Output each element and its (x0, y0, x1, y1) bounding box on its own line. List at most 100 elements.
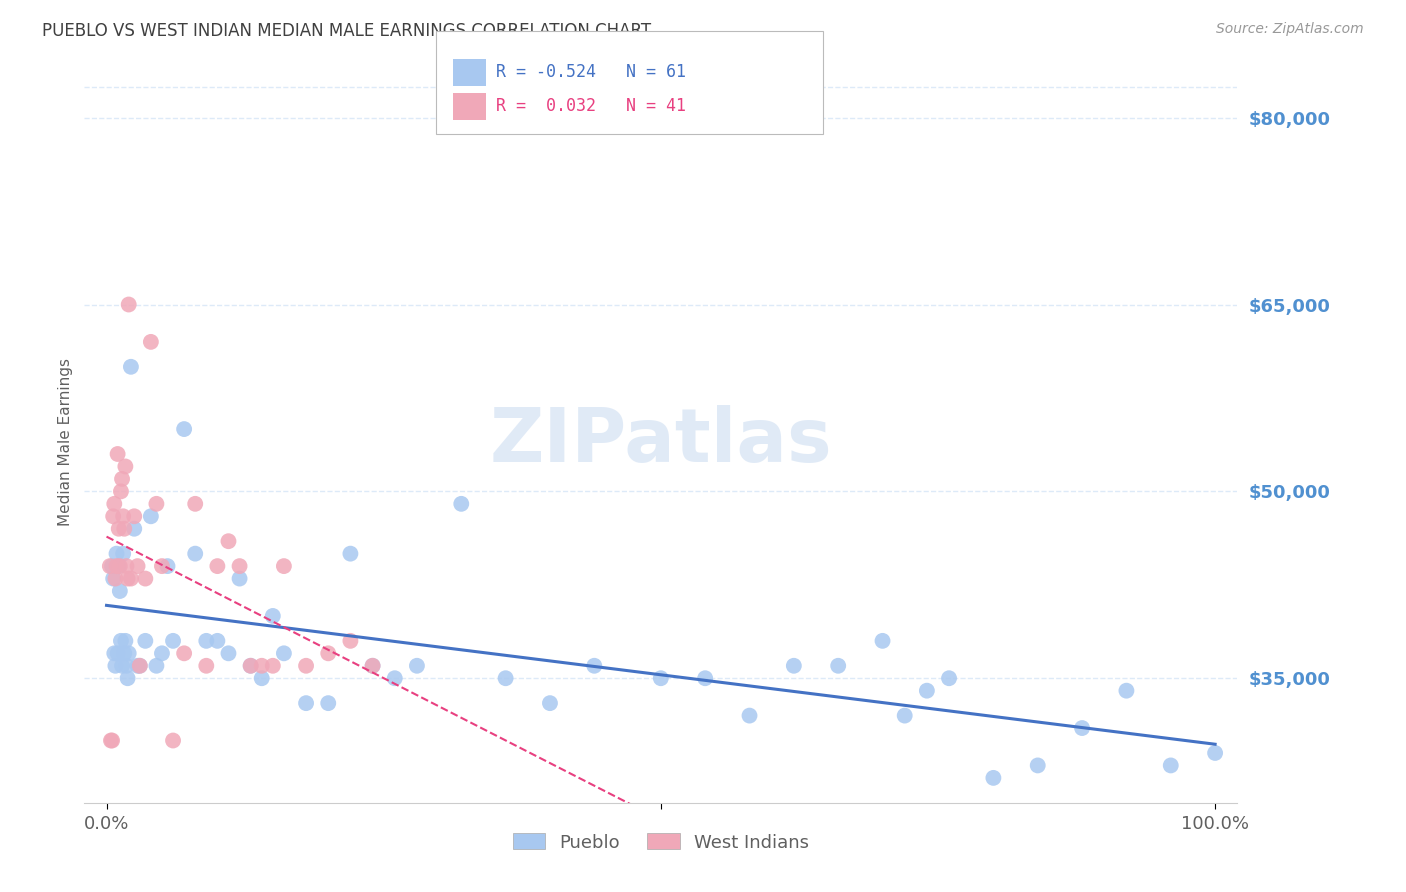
Point (184, 497, 207, 511)
Point (207, 559, 229, 574)
Point (101, 559, 124, 574)
Point (239, 658, 262, 673)
Point (122, 522, 145, 536)
Point (112, 646, 135, 660)
Point (316, 696, 339, 710)
Point (134, 572, 156, 586)
Point (250, 658, 273, 673)
Point (339, 547, 361, 561)
Point (145, 497, 167, 511)
Point (915, 683, 938, 698)
Point (114, 459, 136, 474)
Point (108, 584, 131, 599)
Point (262, 609, 284, 624)
Point (262, 658, 284, 673)
Point (120, 572, 142, 586)
Point (150, 646, 173, 660)
Point (103, 572, 124, 586)
Point (111, 472, 134, 486)
Point (128, 658, 150, 673)
Point (228, 559, 250, 574)
Point (173, 422, 195, 436)
Point (107, 646, 129, 660)
Point (1204, 746, 1226, 760)
Point (162, 633, 184, 648)
Point (127, 559, 149, 574)
Point (150, 559, 173, 574)
Point (103, 646, 125, 660)
Point (122, 509, 145, 524)
Point (361, 658, 384, 673)
Point (316, 646, 339, 660)
Point (112, 509, 135, 524)
Point (117, 572, 139, 586)
Point (583, 658, 606, 673)
Point (145, 658, 167, 673)
Point (103, 497, 125, 511)
Point (107, 447, 129, 461)
Point (239, 658, 262, 673)
Point (406, 658, 429, 673)
Point (218, 534, 240, 549)
Point (105, 547, 128, 561)
Point (893, 708, 915, 723)
Point (120, 359, 142, 374)
Point (173, 646, 195, 660)
Point (139, 509, 162, 524)
Point (361, 658, 384, 673)
Point (207, 633, 229, 648)
Point (250, 671, 273, 685)
Y-axis label: Median Male Earnings: Median Male Earnings (58, 358, 73, 525)
Point (115, 658, 138, 673)
Point (110, 633, 132, 648)
Point (218, 646, 240, 660)
Point (105, 559, 128, 574)
Point (100, 733, 122, 747)
Point (273, 646, 295, 660)
Text: PUEBLO VS WEST INDIAN MEDIAN MALE EARNINGS CORRELATION CHART: PUEBLO VS WEST INDIAN MEDIAN MALE EARNIN… (42, 22, 651, 40)
Point (112, 522, 135, 536)
Point (107, 559, 129, 574)
Point (156, 559, 179, 574)
Point (134, 633, 156, 648)
Point (118, 297, 141, 311)
Point (650, 671, 672, 685)
Point (450, 497, 472, 511)
Point (115, 559, 138, 574)
Point (384, 671, 406, 685)
Legend: Pueblo, West Indians: Pueblo, West Indians (505, 826, 817, 859)
Point (195, 633, 218, 648)
Point (104, 572, 127, 586)
Point (101, 733, 124, 747)
Point (118, 646, 141, 660)
Text: R =  0.032   N = 41: R = 0.032 N = 41 (496, 97, 686, 115)
Point (98, 559, 121, 574)
Point (112, 547, 135, 561)
Point (1026, 758, 1049, 772)
Point (111, 658, 134, 673)
Point (103, 509, 124, 524)
Point (104, 658, 127, 673)
Point (1160, 758, 1182, 772)
Point (273, 559, 295, 574)
Point (114, 633, 136, 648)
Point (695, 671, 717, 685)
Point (783, 658, 806, 673)
Point (195, 658, 218, 673)
Point (872, 633, 894, 648)
Point (983, 771, 1005, 785)
Point (295, 658, 318, 673)
Point (107, 522, 129, 536)
Point (738, 708, 761, 723)
Point (1115, 683, 1137, 698)
Point (108, 559, 131, 574)
Point (538, 696, 561, 710)
Point (117, 671, 139, 685)
Point (127, 658, 149, 673)
Point (495, 671, 517, 685)
Point (938, 671, 960, 685)
Point (139, 334, 162, 349)
Point (339, 633, 361, 648)
Point (162, 733, 184, 747)
Point (295, 696, 318, 710)
